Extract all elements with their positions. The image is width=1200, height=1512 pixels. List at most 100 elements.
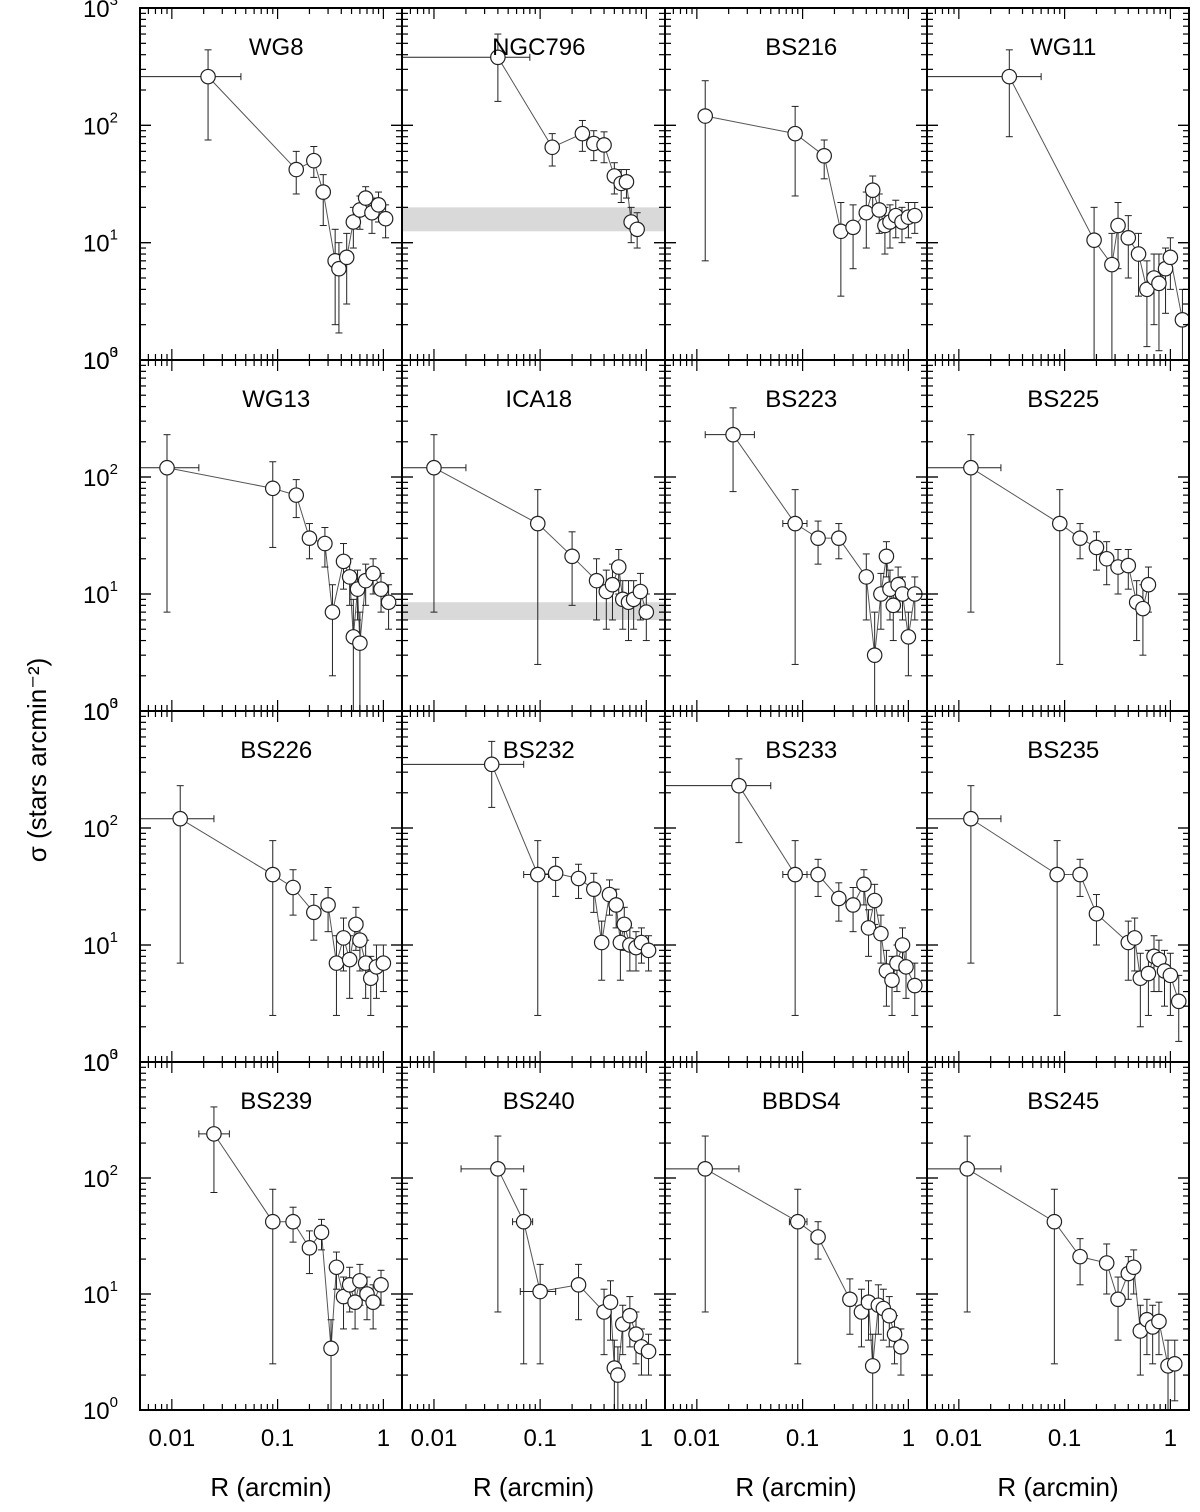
data-point	[347, 1294, 363, 1310]
data-point	[602, 1294, 619, 1310]
data-point	[845, 219, 861, 236]
data-point	[317, 535, 333, 552]
x-axis-label: R (arcmin)	[735, 1472, 856, 1502]
data-point	[288, 487, 305, 503]
data-point	[906, 977, 923, 994]
data-point	[544, 139, 561, 156]
y-tick-label: 103	[83, 1046, 118, 1077]
data-point	[1072, 866, 1088, 883]
y-tick-label: 100	[83, 695, 118, 726]
x-tick-label: 0.01	[148, 1425, 195, 1452]
panel-ngc796: NGC796	[401, 7, 666, 361]
x-tick-label: 0.1	[261, 1425, 294, 1452]
x-tick-label: 1	[902, 1425, 915, 1452]
data-point	[529, 515, 546, 532]
data-point	[264, 480, 281, 497]
data-point	[810, 1229, 826, 1245]
data-point	[320, 897, 336, 913]
data-point	[529, 866, 546, 883]
data-point	[1120, 230, 1137, 246]
data-point	[1104, 256, 1120, 273]
data-point	[483, 756, 500, 773]
y-tick-label: 102	[83, 1162, 118, 1193]
y-tick-label: 103	[83, 0, 118, 23]
data-point	[1174, 312, 1189, 328]
panel-title: ICA18	[505, 386, 572, 413]
panel-title: BS232	[503, 737, 575, 764]
plot-area	[927, 49, 1189, 360]
data-point	[697, 108, 714, 124]
background-level-band	[402, 207, 665, 232]
data-point	[864, 1358, 881, 1374]
data-point	[697, 1161, 714, 1177]
plot-area	[697, 80, 923, 297]
data-point	[787, 125, 803, 142]
panel-title: BS233	[765, 737, 837, 764]
data-point	[856, 876, 872, 893]
plot-area	[198, 1106, 389, 1410]
data-point	[159, 459, 175, 476]
data-point	[1110, 217, 1126, 234]
data-point	[1098, 1255, 1115, 1271]
data-point	[348, 916, 364, 933]
data-point	[1166, 1356, 1183, 1372]
x-tick-label: 1	[640, 1425, 653, 1452]
data-point	[873, 925, 889, 942]
y-tick-label: 102	[83, 461, 118, 492]
data-point	[906, 207, 923, 224]
data-point	[315, 184, 332, 200]
data-point	[426, 459, 442, 476]
y-tick-label: 101	[83, 929, 118, 960]
data-point	[585, 881, 602, 897]
data-point	[632, 583, 649, 600]
data-point	[900, 629, 917, 645]
data-point	[490, 1161, 506, 1177]
panel-title: BS239	[240, 1088, 312, 1115]
data-point	[810, 530, 826, 546]
y-tick-label: 101	[83, 227, 118, 258]
y-tick-label: 101	[83, 1278, 118, 1309]
data-point	[341, 569, 358, 585]
x-tick-label: 0.01	[935, 1425, 982, 1452]
data-point	[328, 1259, 345, 1276]
data-point	[629, 221, 645, 238]
panel-bs216: BS216	[664, 7, 928, 361]
panel-title: BS216	[765, 34, 837, 61]
x-tick-label: 1	[1164, 1425, 1177, 1452]
panel-title: BBDS4	[762, 1088, 841, 1115]
data-point	[373, 1277, 389, 1293]
profile-line	[213, 1133, 382, 1349]
data-point	[532, 1283, 548, 1300]
data-point	[365, 1294, 381, 1310]
data-point	[365, 565, 381, 582]
data-point	[357, 190, 374, 206]
data-point	[787, 866, 803, 883]
data-point	[341, 951, 358, 968]
y-tick-label: 100	[83, 1394, 118, 1425]
panel-bs245: BS245	[926, 1061, 1190, 1411]
data-point	[881, 1307, 898, 1324]
panel-title: WG13	[242, 386, 310, 413]
data-point	[490, 49, 506, 66]
data-point	[301, 530, 318, 546]
data-point	[1162, 967, 1179, 984]
data-point	[1135, 600, 1151, 617]
y-tick-label: 101	[83, 578, 118, 609]
data-point	[324, 604, 341, 620]
panel-bs235: BS235	[926, 710, 1190, 1063]
data-point	[373, 581, 389, 597]
data-point	[640, 1343, 657, 1360]
data-point	[306, 904, 322, 921]
y-tick-labels: 100 101 102 103	[83, 695, 118, 1077]
data-point	[787, 515, 803, 532]
data-point	[200, 68, 216, 85]
panel-title: NGC796	[492, 34, 585, 61]
data-point	[831, 530, 847, 546]
panel-wg11: WG11	[926, 7, 1190, 361]
data-point	[616, 916, 633, 933]
data-point	[352, 1272, 368, 1289]
data-point	[1088, 905, 1105, 922]
data-point	[588, 572, 605, 589]
data-point	[264, 866, 281, 883]
